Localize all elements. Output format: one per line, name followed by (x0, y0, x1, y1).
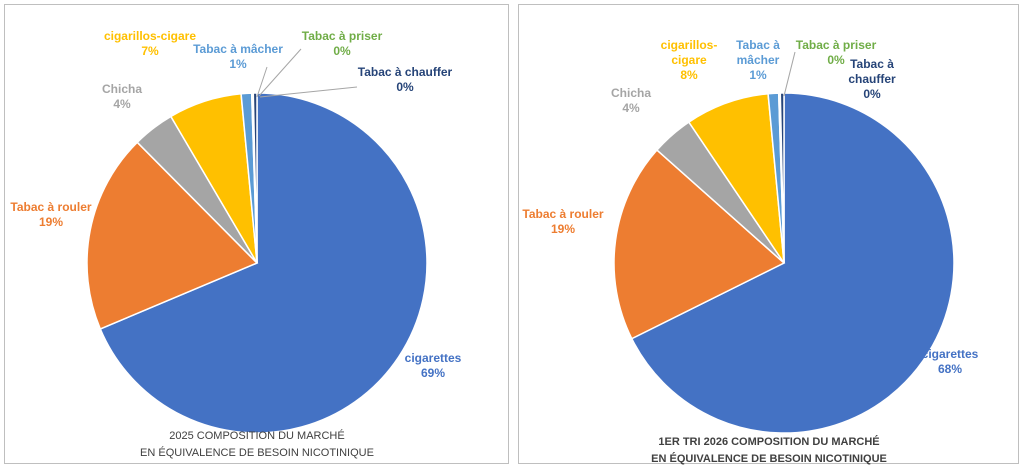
data-label-tabac-a-macher: Tabac à mâcher 1% (193, 42, 283, 71)
data-label-chicha: Chicha 4% (102, 82, 142, 111)
pie-slice-tabac-a-chauffer (779, 92, 785, 264)
pie-chart-2026: cigarettes 68% Tabac à rouler 19% Chicha 4% ci… (518, 4, 1019, 465)
pie-chart-2025: cigarettes 69% Tabac à rouler 19% Chicha 4% ci… (4, 4, 509, 464)
pie-slice-tabac-a-rouler (613, 148, 786, 340)
pie-slice-tabac-a-chauffer (252, 92, 258, 264)
chart-title-line: EN ÉQUIVALENCE DE BESOIN NICOTINIQUE (651, 452, 887, 465)
data-label-cigarettes: cigarettes 69% (405, 351, 462, 380)
data-label-cigarillos-cigare: cigarillos-cigare 8% (661, 38, 718, 82)
leader-line-tabac-a-priser (783, 51, 796, 97)
data-label-tabac-a-priser: Tabac à priser 0% (796, 38, 877, 67)
data-label-tabac-a-macher: Tabac à mâcher 1% (736, 38, 780, 82)
data-label-tabac-a-chauffer: Tabac à chauffer 0% (848, 57, 896, 101)
data-label-cigarettes: cigarettes 68% (922, 347, 979, 376)
pie-slice-tabac-a-rouler (86, 141, 259, 330)
leader-line-tabac-a-priser (258, 48, 302, 97)
chart-title-line: 1ER TRI 2026 COMPOSITION DU MARCHÉ (658, 435, 879, 448)
pie-chart-svg: cigarettes 68% Tabac à rouler 19% Chicha 4% ci… (522, 38, 979, 465)
pie-chart-svg: cigarettes 69% Tabac à rouler 19% Chicha 4% ci… (10, 29, 462, 459)
leader-line-tabac-a-macher (256, 66, 268, 98)
data-label-tabac-a-rouler: Tabac à rouler 19% (522, 207, 603, 236)
data-label-tabac-a-priser: Tabac à priser 0% (302, 29, 383, 58)
pie-slice-cigarettes (630, 92, 955, 434)
data-label-tabac-a-rouler: Tabac à rouler 19% (10, 200, 91, 229)
chart-title-line: 2025 COMPOSITION DU MARCHÉ (169, 429, 344, 442)
chart-title-line: EN ÉQUIVALENCE DE BESOIN NICOTINIQUE (140, 446, 374, 459)
pie-slice-cigarettes (99, 92, 428, 434)
leader-line-tabac-a-chauffer (259, 86, 358, 98)
data-label-chicha: Chicha 4% (611, 86, 651, 115)
data-label-tabac-a-chauffer: Tabac à chauffer 0% (358, 65, 453, 94)
data-label-cigarillos-cigare: cigarillos-cigare 7% (104, 29, 196, 58)
